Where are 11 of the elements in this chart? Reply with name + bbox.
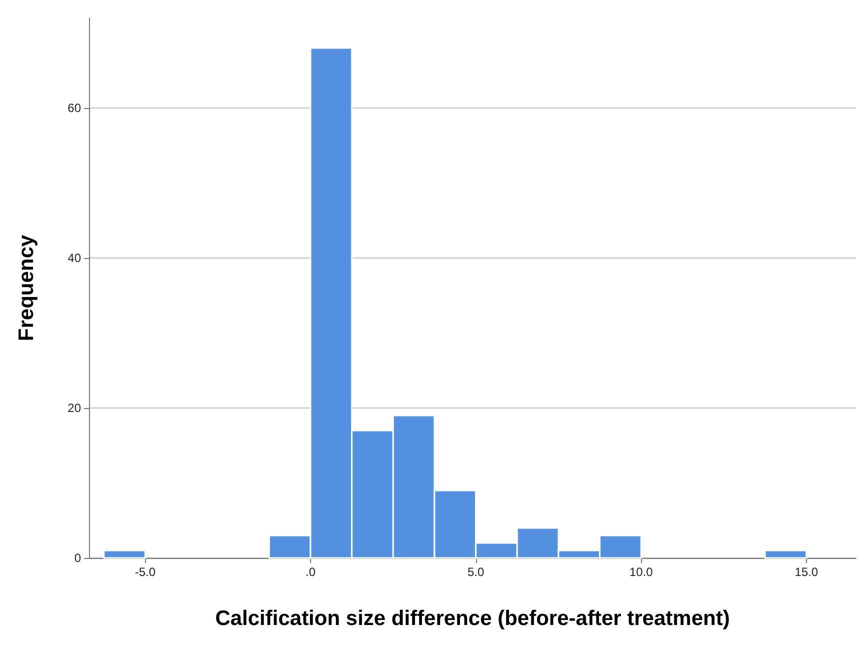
y-tick-label: 0 — [74, 551, 82, 565]
y-axis-title: Frequency — [15, 234, 38, 342]
y-tick-label: 60 — [68, 101, 82, 115]
x-tick-label: 5.0 — [467, 565, 484, 579]
y-tick-label: 20 — [68, 401, 82, 415]
x-tick-label: .0 — [305, 565, 316, 579]
x-tick-label: -5.0 — [134, 565, 156, 579]
x-axis-title: Calcification size difference (before-after treatment) — [215, 607, 730, 630]
x-tick-label: 10.0 — [629, 565, 654, 579]
x-tick-label: 15.0 — [794, 565, 818, 579]
y-tick-label: 40 — [68, 251, 82, 265]
